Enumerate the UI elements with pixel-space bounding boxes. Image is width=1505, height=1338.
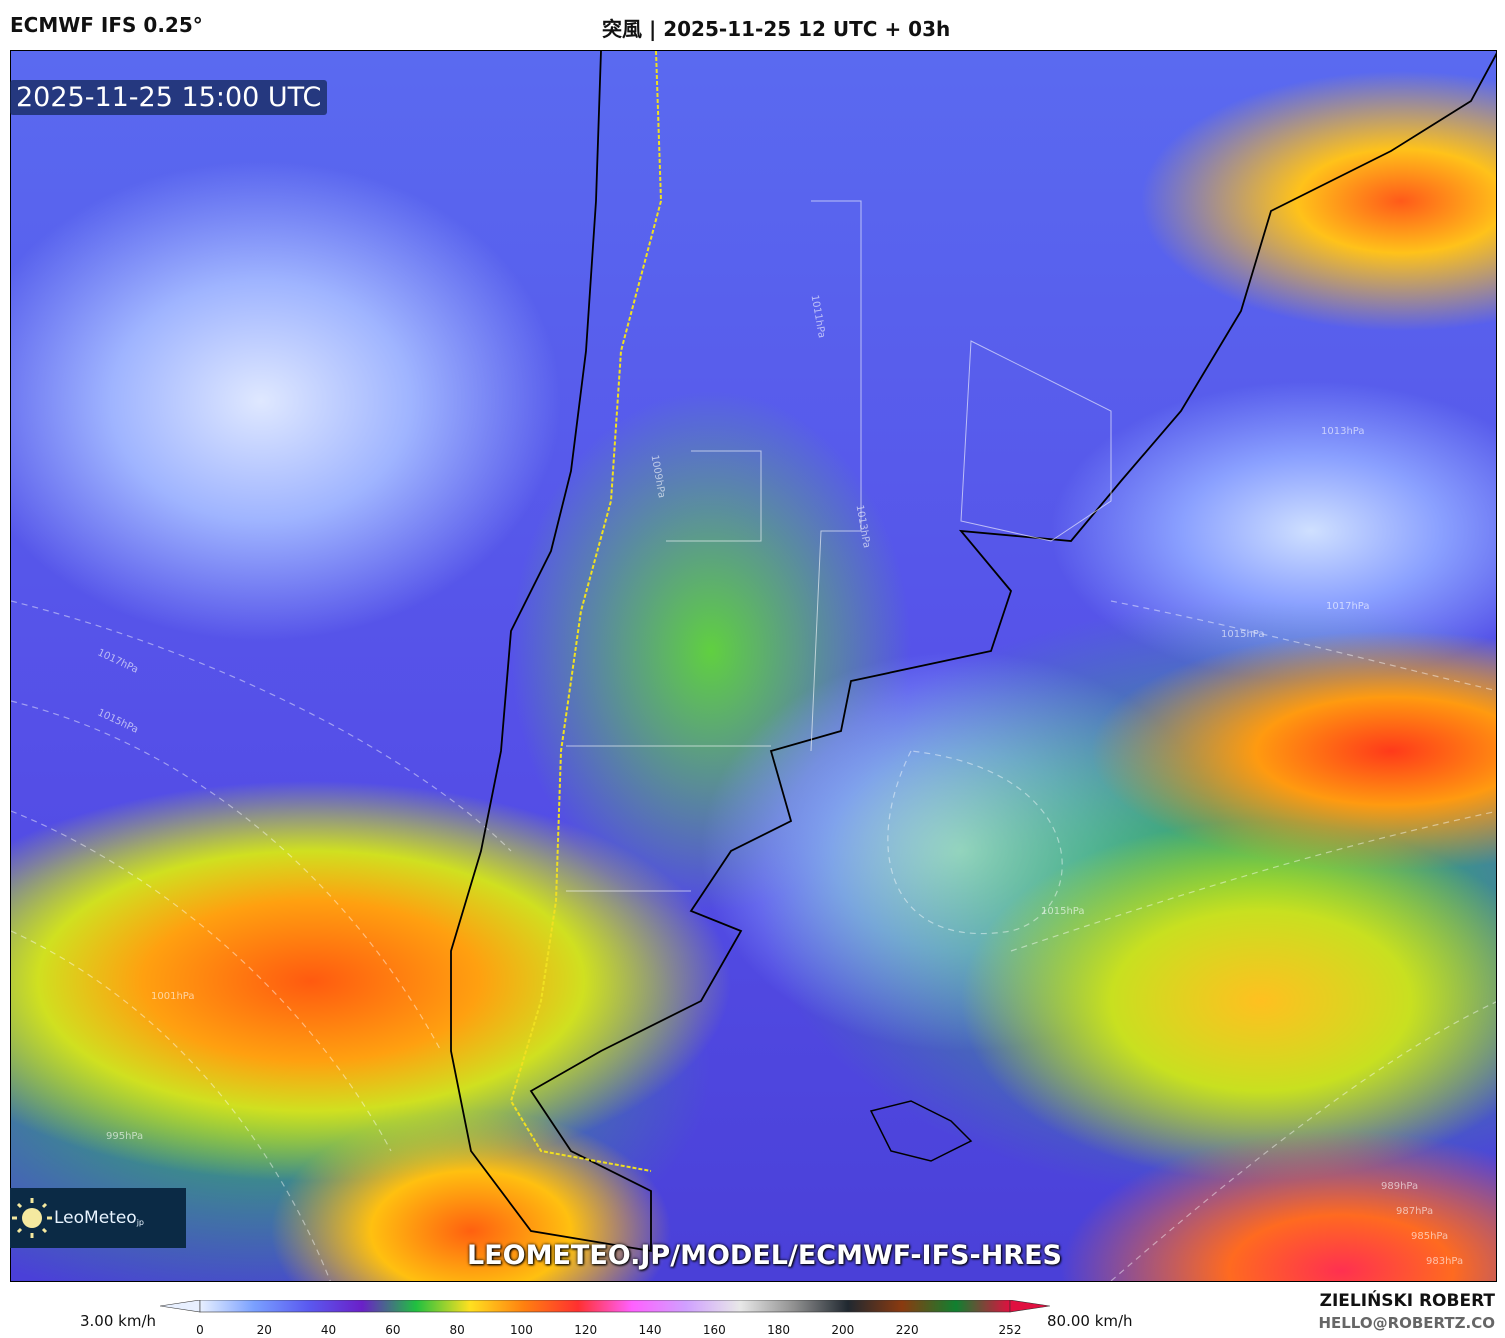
colorbar-tick: 160 — [702, 1323, 726, 1337]
model-name: ECMWF IFS 0.25° — [10, 13, 203, 37]
chart-title: 突風 | 2025-11-25 12 UTC + 03h — [602, 17, 951, 41]
colorbar-max-arrow — [1009, 1300, 1050, 1313]
colorbar-min-label: 3.00 km/h — [80, 1312, 157, 1330]
coastline-layer — [11, 51, 1496, 1281]
isobar-label: 983hPa — [1426, 1256, 1464, 1267]
isobar-label: 1013hPa — [1321, 426, 1365, 437]
colorbar-tick: 140 — [638, 1323, 662, 1337]
falkland-islands — [869, 1100, 973, 1162]
colorbar-min-arrow — [160, 1300, 201, 1313]
colorbar — [160, 1300, 1050, 1313]
colorbar-tick: 200 — [831, 1323, 855, 1337]
colorbar-tick: 20 — [256, 1323, 272, 1337]
province-borders — [566, 200, 1112, 892]
colorbar-tick: 252 — [998, 1323, 1022, 1337]
colorbar-tick: 40 — [320, 1323, 337, 1337]
isobar-label: 985hPa — [1411, 1231, 1449, 1242]
south-america-coast — [450, 51, 1496, 1253]
source-url: LEOMETEO.JP/MODEL/ECMWF-IFS-HRES — [467, 1240, 1062, 1271]
isobar-label: 1001hPa — [151, 991, 195, 1002]
leometeo-logo: LeoMeteo jp — [10, 1188, 186, 1248]
wind-gust-map[interactable]: 1017hPa 1015hPa 1013hPa 1011hPa 1009hPa … — [10, 50, 1497, 1282]
colorbar-tick: 0 — [196, 1323, 204, 1337]
colorbar-max-label: 80.00 km/h — [1047, 1312, 1133, 1330]
sun-icon — [12, 1198, 52, 1238]
isobar-label: 995hPa — [106, 1131, 144, 1142]
colorbar-tick: 100 — [509, 1323, 533, 1337]
logo-text: LeoMeteo — [54, 1208, 137, 1228]
isobar-label: 1017hPa — [1326, 601, 1370, 612]
isobar-label: 1015hPa — [1041, 906, 1085, 917]
colorbar-bar — [199, 1300, 1011, 1313]
isobar-label: 1015hPa — [1221, 629, 1265, 640]
logo-suffix: jp — [136, 1217, 144, 1227]
isobar-label: 987hPa — [1396, 1206, 1434, 1217]
colorbar-tick: 60 — [385, 1323, 401, 1337]
author-credit: ZIELIŃSKI ROBERT — [1319, 1291, 1495, 1311]
colorbar-tick: 120 — [574, 1323, 598, 1337]
isobar-label: 989hPa — [1381, 1181, 1419, 1192]
valid-time-label: 2025-11-25 15:00 UTC — [10, 80, 328, 115]
colorbar-tick: 80 — [449, 1323, 465, 1337]
isobars — [11, 600, 1496, 1281]
chile-argentina-border — [509, 51, 663, 1172]
colorbar-tick: 220 — [895, 1323, 919, 1337]
author-email: HELLO@ROBERTZ.CO — [1318, 1314, 1495, 1332]
colorbar-tick: 180 — [767, 1323, 791, 1337]
